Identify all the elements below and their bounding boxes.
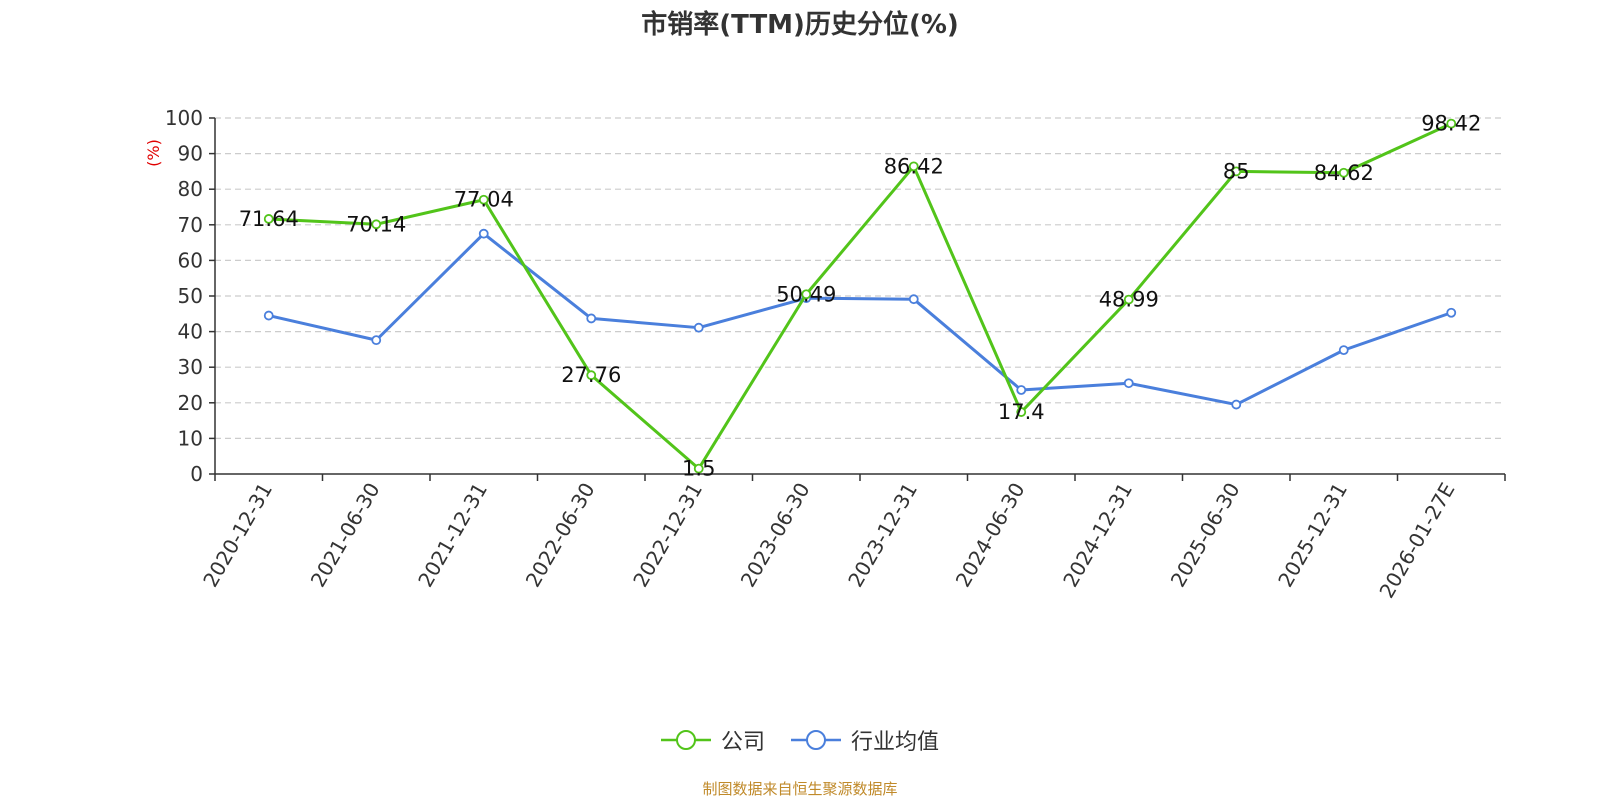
- y-axis-label: (%): [144, 139, 163, 167]
- x-tick-label: 2026-01-27E: [1374, 479, 1459, 603]
- data-label: 1.5: [682, 457, 715, 481]
- data-point-company: [1338, 167, 1349, 178]
- data-label: 17.4: [998, 400, 1045, 424]
- y-tick-label: 30: [178, 355, 203, 379]
- data-point-company: [1123, 294, 1134, 305]
- x-tick-label: 2022-12-31: [628, 479, 707, 592]
- data-label: 98.42: [1421, 112, 1481, 136]
- data-point-company: [1016, 407, 1027, 417]
- x-tick-label: 2025-06-30: [1166, 479, 1245, 592]
- data-label: 50.49: [776, 282, 836, 306]
- data-point-industry-average: [1446, 307, 1457, 318]
- legend-label-company: 公司: [720, 730, 765, 755]
- legend-swatch-industry-average: [791, 730, 841, 750]
- y-tick-label: 0: [190, 462, 203, 486]
- y-tick-label: 70: [178, 213, 203, 237]
- data-label: 86.42: [884, 154, 944, 178]
- data-label: 71.64: [239, 207, 299, 231]
- data-point-company: [908, 161, 919, 172]
- data-label: 48.99: [1099, 288, 1159, 312]
- data-point-industry-average: [1231, 399, 1242, 410]
- data-point-company: [263, 214, 274, 224]
- y-tick-label: 40: [178, 320, 203, 344]
- series-lines: [263, 118, 1457, 474]
- data-point-industry-average: [1016, 385, 1027, 395]
- x-tick-label: 2020-12-31: [198, 479, 277, 592]
- y-tick-label: 50: [178, 284, 203, 308]
- data-point-industry-average: [1338, 345, 1349, 356]
- x-tick-label: 2023-12-31: [843, 479, 922, 592]
- x-tick-label: 2021-06-30: [306, 479, 385, 592]
- data-point-industry-average: [263, 310, 274, 321]
- y-tick-label: 80: [178, 177, 203, 201]
- data-label: 27.76: [561, 363, 621, 387]
- data-point-company: [1231, 166, 1242, 177]
- x-tick-label: 2024-06-30: [951, 479, 1030, 592]
- data-point-industry-average: [693, 322, 704, 333]
- grid-lines: [215, 117, 1505, 439]
- x-tick-label: 2023-06-30: [736, 479, 815, 592]
- data-point-industry-average: [1123, 378, 1134, 389]
- data-point-industry-average: [908, 294, 919, 305]
- data-point-company: [478, 194, 489, 205]
- x-tick-label: 2024-12-31: [1058, 479, 1137, 592]
- data-point-company: [801, 289, 812, 300]
- y-tick-label: 60: [178, 248, 203, 272]
- data-label: 77.04: [454, 188, 514, 212]
- legend-item-industry-average[interactable]: 行业均值: [791, 724, 939, 756]
- y-tick-label: 20: [178, 391, 203, 415]
- y-tick-label: 10: [178, 426, 203, 450]
- data-point-company: [586, 370, 597, 381]
- data-label: 70.14: [346, 212, 406, 236]
- axes: 0 10 20 30 40 50 60 70 80 90 100(%) 2020-12-31 2021-…: [144, 106, 1506, 603]
- y-tick-label: 90: [178, 142, 203, 166]
- series-line-industry-average: [268, 232, 1452, 407]
- data-point-industry-average: [478, 228, 489, 239]
- x-tick-label: 2025-12-31: [1273, 479, 1352, 592]
- y-tick-label: 100: [165, 106, 203, 130]
- x-tick-label: 2021-12-31: [413, 479, 492, 592]
- chart-title: 市销率(TTM)历史分位(%): [641, 10, 959, 40]
- legend-item-company[interactable]: 公司: [660, 724, 765, 756]
- series-line-company: [268, 122, 1452, 471]
- data-labels: 71.64 70.14 77.04 27.76 1.5 50.49 86.42 17.4 48.…: [239, 112, 1482, 481]
- data-label: 84.62: [1314, 161, 1374, 185]
- data-point-company: [693, 463, 704, 474]
- data-point-industry-average: [371, 335, 382, 346]
- x-tick-label: 2022-06-30: [521, 479, 600, 592]
- data-source-note: 制图数据来自恒生聚源数据库: [702, 780, 898, 798]
- legend-label-industry-average: 行业均值: [851, 730, 940, 755]
- data-point-company: [371, 219, 382, 230]
- data-point-company: [1446, 118, 1457, 129]
- data-point-industry-average: [586, 313, 597, 324]
- legend-swatch-company: [660, 730, 711, 750]
- data-label: 85: [1223, 159, 1250, 183]
- legend: 公司 行业均值: [0, 724, 1600, 756]
